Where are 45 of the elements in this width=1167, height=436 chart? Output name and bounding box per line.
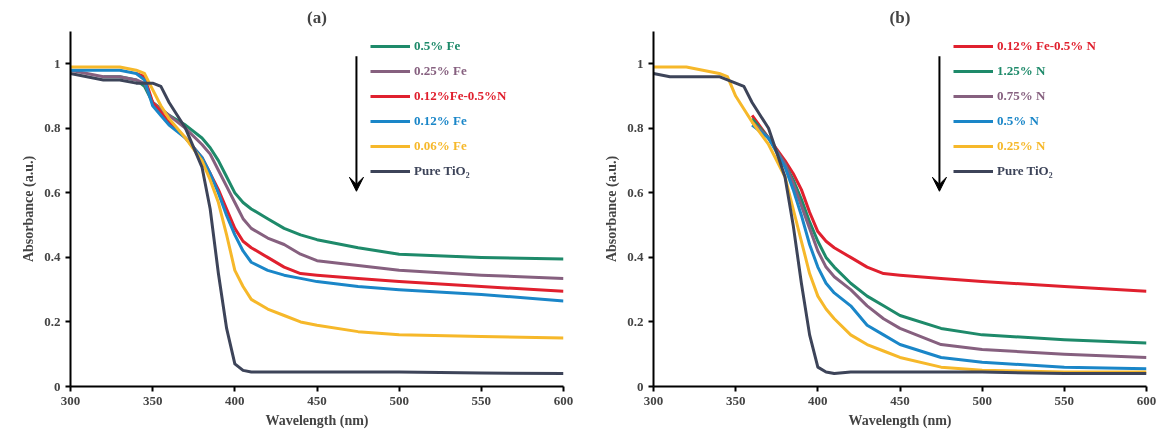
x-tick-label: 300	[60, 392, 81, 408]
y-tick-label: 0.6	[44, 184, 61, 200]
legend-label: 0.12% Fe	[414, 112, 467, 130]
x-tick-label: 600	[553, 392, 574, 408]
x-tick-label: 600	[1136, 392, 1157, 408]
chart-title: (b)	[889, 7, 911, 27]
legend-label: 0.25% N	[997, 137, 1046, 155]
legend-label: 0.12%Fe-0.5%N	[414, 87, 507, 105]
y-tick-label: 0.4	[627, 249, 644, 265]
y-tick-label: 1	[637, 55, 644, 71]
y-tick-label: 0.2	[627, 313, 644, 329]
y-tick-label: 1	[54, 55, 61, 71]
legend-label: 0.12% Fe-0.5% N	[997, 37, 1096, 55]
x-tick-label: 550	[1054, 392, 1075, 408]
x-tick-label: 350	[142, 392, 163, 408]
y-tick-label: 0	[637, 378, 644, 394]
x-tick-label: 500	[389, 392, 409, 408]
x-tick-label: 500	[972, 392, 992, 408]
legend-label: Pure TiO₂	[414, 162, 470, 180]
x-tick-label: 350	[725, 392, 746, 408]
legend-label: 0.5% Fe	[414, 37, 461, 55]
y-tick-label: 0.2	[44, 313, 61, 329]
legend-label: 0.75% N	[997, 87, 1046, 105]
x-tick-label: 550	[471, 392, 492, 408]
x-tick-label: 450	[307, 392, 327, 408]
y-tick-label: 0.4	[44, 249, 61, 265]
y-tick-label: 0	[54, 378, 61, 394]
y-axis-title: Absorbance (a.u.)	[604, 155, 621, 263]
y-tick-label: 0.6	[627, 184, 644, 200]
y-axis-title: Absorbance (a.u.)	[21, 155, 38, 263]
x-axis-title: Wavelength (nm)	[848, 412, 952, 429]
y-tick-label: 0.8	[44, 120, 61, 136]
legend-label: 0.25% Fe	[414, 62, 467, 80]
legend-label: Pure TiO₂	[997, 162, 1053, 180]
legend-label: 1.25% N	[997, 62, 1046, 80]
legend-label: 0.06% Fe	[414, 137, 467, 155]
x-tick-label: 450	[890, 392, 910, 408]
chart-title: (a)	[307, 7, 327, 27]
x-tick-label: 400	[225, 392, 245, 408]
x-tick-label: 400	[808, 392, 828, 408]
x-tick-label: 300	[643, 392, 664, 408]
x-axis-title: Wavelength (nm)	[265, 412, 369, 429]
line-series	[750, 113, 1147, 293]
legend-label: 0.5% N	[997, 112, 1039, 130]
y-tick-label: 0.8	[627, 120, 644, 136]
